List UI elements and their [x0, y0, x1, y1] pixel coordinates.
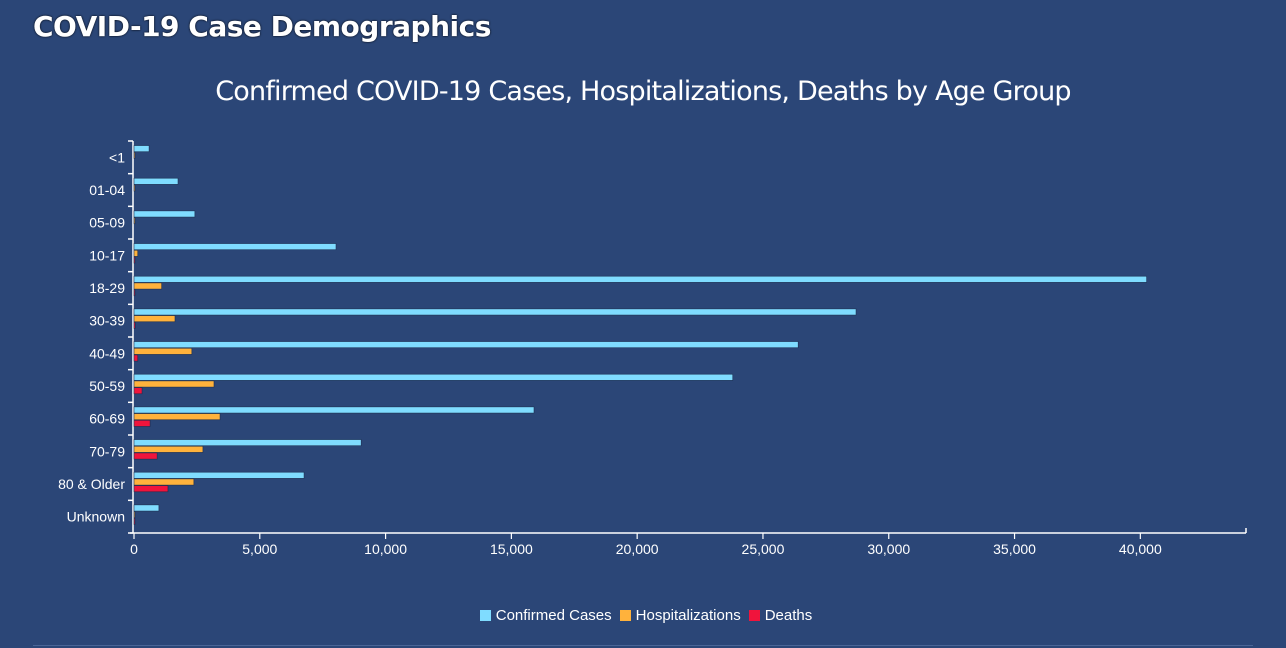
hospitalizations-bar — [133, 282, 162, 290]
legend-item-confirmed[interactable]: Confirmed Cases — [479, 607, 612, 624]
deaths-bar — [133, 452, 158, 460]
x-tick-label: 10,000 — [364, 541, 407, 557]
y-tick-label: 60-69 — [89, 411, 125, 427]
hospitalizations-bar — [133, 249, 139, 257]
deaths-bar — [133, 485, 169, 493]
confirmed-cases-bar — [133, 275, 1147, 283]
confirmed-cases-bar — [133, 210, 196, 218]
hospitalizations-bar — [133, 413, 221, 421]
confirmed-cases-bar — [133, 504, 160, 512]
x-tick-label: 15,000 — [490, 541, 533, 557]
y-tick-label: 05-09 — [89, 215, 125, 231]
x-tick-label: 40,000 — [1119, 541, 1162, 557]
x-tick-label: 0 — [130, 541, 138, 557]
y-tick-label: 50-59 — [89, 378, 125, 394]
legend-item-hospitalizations[interactable]: Hospitalizations — [619, 607, 741, 624]
x-tick-label: 20,000 — [616, 541, 659, 557]
deaths-bar — [133, 419, 151, 427]
confirmed-cases-bar — [133, 471, 305, 479]
hospitalizations-bar — [133, 315, 176, 323]
y-tick-label: 30-39 — [89, 313, 125, 329]
chart-title: Confirmed COVID-19 Cases, Hospitalizatio… — [215, 76, 1071, 107]
y-tick-label: 01-04 — [89, 182, 125, 198]
x-tick-label: 5,000 — [242, 541, 277, 557]
hospitalizations-bar — [133, 380, 215, 388]
x-tick-label: 25,000 — [742, 541, 785, 557]
confirmed-cases-bar — [133, 406, 535, 414]
confirmed-cases-bar — [133, 308, 857, 316]
deaths-bar — [133, 289, 136, 297]
deaths-bar — [133, 256, 136, 264]
legend-item-deaths[interactable]: Deaths — [748, 607, 813, 624]
hospitalizations-bar — [133, 478, 195, 486]
legend-label: Confirmed Cases — [495, 607, 612, 624]
deaths-swatch — [748, 610, 760, 621]
confirmed-cases-bar — [133, 341, 799, 349]
deaths-bar — [133, 517, 136, 525]
divider — [33, 645, 1253, 646]
y-tick-label: 70-79 — [89, 443, 125, 459]
deaths-bar — [133, 321, 136, 329]
legend-label: Hospitalizations — [635, 607, 741, 624]
y-tick-label: 10-17 — [89, 247, 125, 263]
y-tick-label: 18-29 — [89, 280, 125, 296]
hospitalizations-bar — [133, 445, 204, 453]
confirmed-swatch — [479, 610, 491, 621]
y-tick-label: 80 & Older — [58, 476, 125, 492]
deaths-bar — [133, 387, 143, 395]
legend-label: Deaths — [764, 607, 813, 624]
hospitalizations-bar — [133, 151, 136, 159]
confirmed-cases-bar — [133, 439, 362, 447]
confirmed-cases-bar — [133, 177, 179, 185]
bar-chart: <1 01-04 05-09 10-17 18-29 30-39 40-49 50-59 60-… — [58, 140, 1247, 557]
hospitalizations-bar — [133, 511, 136, 519]
hospitalizations-bar — [133, 347, 193, 355]
y-tick-label: <1 — [109, 149, 125, 165]
hospitalizations-bar — [133, 184, 136, 192]
hospitalizations-bar — [133, 217, 136, 225]
confirmed-cases-bar — [133, 145, 150, 153]
confirmed-cases-bar — [133, 243, 337, 251]
x-tick-label: 30,000 — [867, 541, 910, 557]
y-tick-label: 40-49 — [89, 345, 125, 361]
legend: Confirmed Cases Hospitalizations Deaths — [0, 607, 1286, 624]
y-tick-label: Unknown — [67, 509, 125, 525]
confirmed-cases-bar — [133, 373, 734, 381]
page-title: COVID-19 Case Demographics — [33, 10, 491, 43]
hospitalizations-swatch — [619, 610, 631, 621]
x-tick-label: 35,000 — [993, 541, 1036, 557]
deaths-bar — [133, 354, 139, 362]
